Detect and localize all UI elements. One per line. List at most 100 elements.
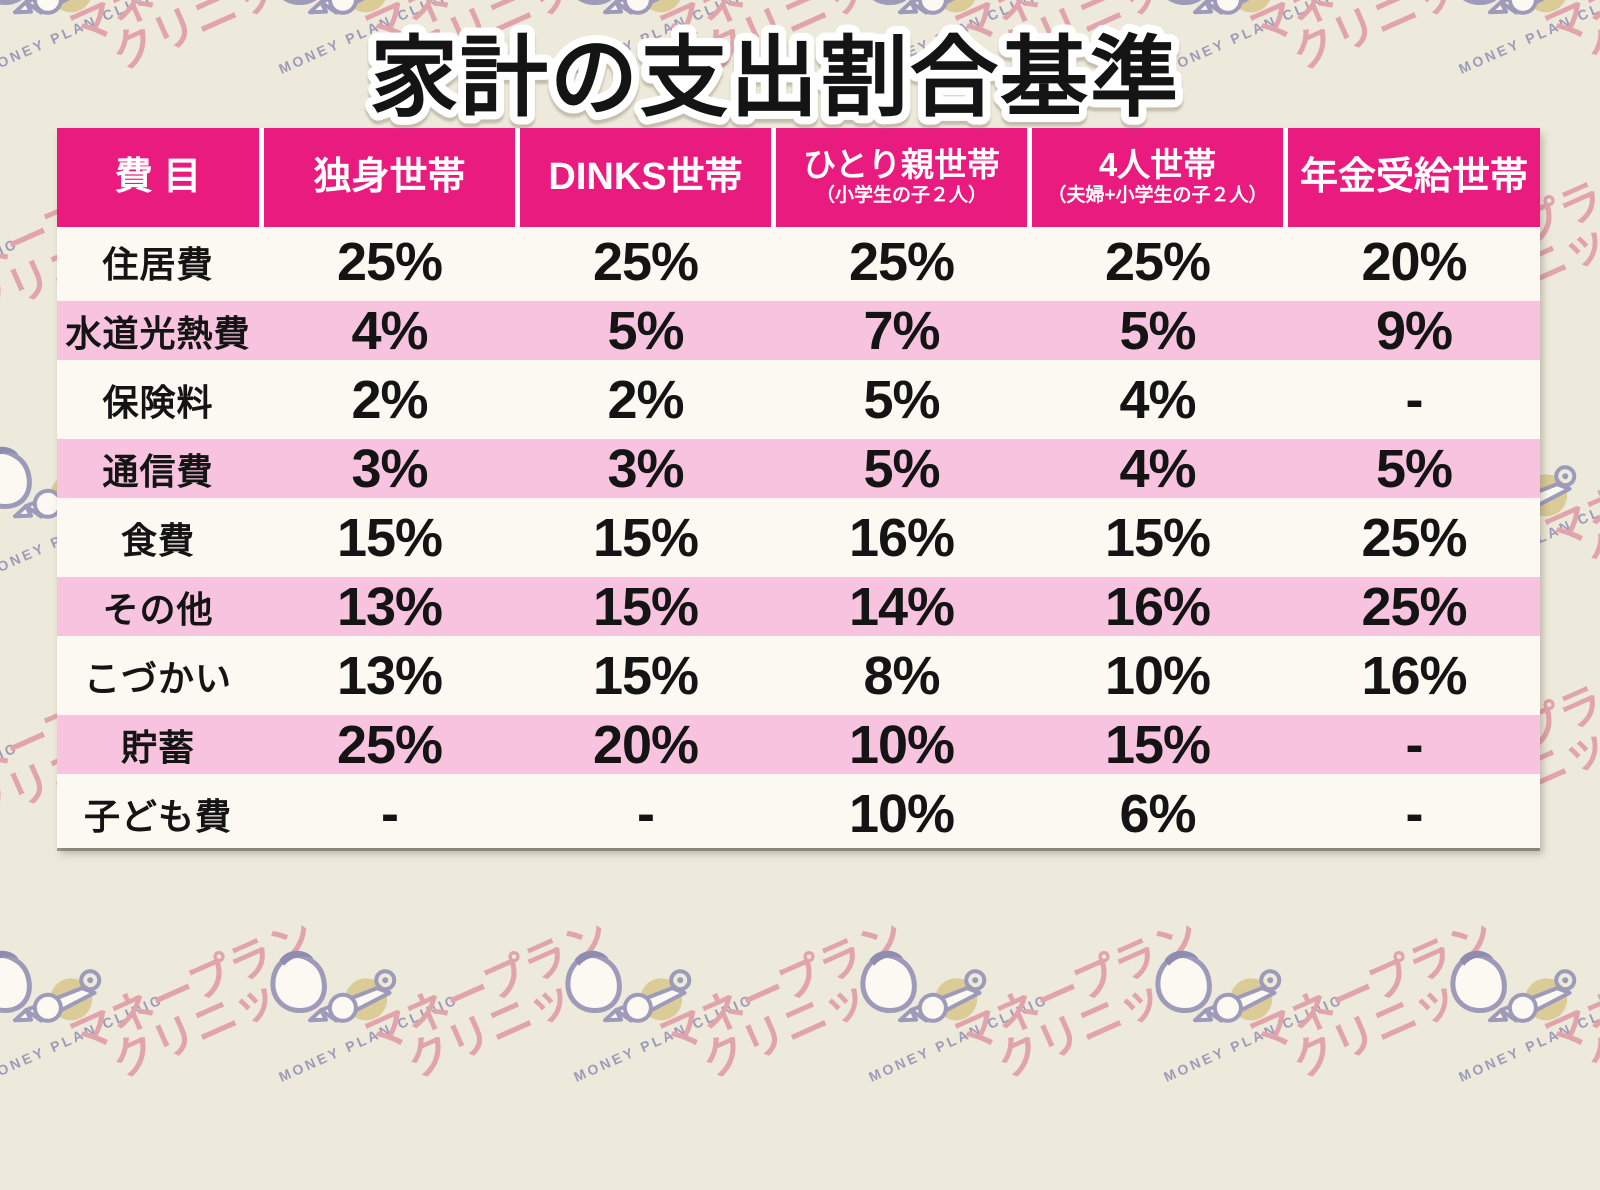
table-row-0: 住居費 25% 25% 25% 25% 20%: [57, 227, 1540, 296]
value-cell: 25%: [592, 231, 699, 292]
row-label: 住居費: [102, 243, 214, 285]
watermark-brand-jp-line1: マネープラン: [62, 911, 322, 1063]
watermark-brand-jp-line2: クリニック: [1579, 954, 1600, 1089]
value-cell: 16%: [1361, 645, 1467, 706]
value-cell: 16%: [1104, 576, 1211, 637]
value-cell: 5%: [863, 438, 940, 499]
money-plan-clinic-mascot-icon: [1450, 950, 1577, 1023]
column-header-main: DINKS世帯: [548, 155, 743, 198]
table-row-3: 通信費 3% 3% 5% 4% 5%: [57, 434, 1540, 503]
value-cell: 5%: [1375, 438, 1453, 499]
row-label: 水道光熱費: [65, 312, 251, 354]
value-cell: 2%: [607, 369, 684, 430]
watermark-brand-jp-line2: クリニック: [694, 954, 916, 1089]
watermark-brand-en: MONEY PLAN CLINIC: [0, 739, 21, 833]
watermark-brand-jp: マネープラン クリニック: [1538, 408, 1600, 592]
value-cell: 3%: [351, 438, 428, 499]
value-cell: 5%: [1119, 300, 1196, 361]
table-row-6: こづかい 13% 15% 8% 10% 16%: [57, 641, 1540, 710]
watermark-brand-en: MONEY PLAN CLINIC: [276, 991, 461, 1085]
value-cell: 4%: [1119, 369, 1196, 430]
value-cell: 3%: [607, 438, 684, 499]
table-row-7: 貯蓄 25% 20% 10% 15% -: [57, 710, 1540, 779]
watermark-brand-en: MONEY PLAN CLINIC: [571, 991, 756, 1085]
watermark-brand-en: MONEY PLAN CLINIC: [866, 991, 1051, 1085]
money-plan-clinic-mascot-icon: [565, 950, 692, 1023]
value-cell: 20%: [1361, 231, 1467, 292]
row-label: その他: [102, 588, 214, 630]
value-cell: 25%: [848, 231, 955, 292]
watermark-brand-jp-line1: マネープラン: [652, 911, 912, 1063]
coin-icon: [935, 978, 978, 1021]
watermark-tile: MONEY PLAN CLINIC マネープラン クリニック: [1595, 182, 1600, 434]
watermark-tile: MONEY PLAN CLINIC マネープラン クリニック: [265, 912, 621, 1190]
value-cell: 2%: [351, 369, 428, 430]
watermark-tile: MONEY PLAN CLINIC マネープラン クリニック: [1445, 912, 1600, 1190]
table-row-4: 食費 15% 15% 16% 15% 25%: [57, 503, 1540, 572]
value-cell: 15%: [1104, 714, 1211, 775]
money-plan-clinic-mascot-icon: [1590, 174, 1600, 293]
watermark-brand-en: MONEY PLAN CLINIC: [1456, 991, 1600, 1085]
watermark-brand-jp-line2: クリニック: [399, 954, 621, 1089]
row-label: 保険料: [102, 381, 214, 423]
watermark-brand-jp-line1: マネープラン: [1242, 911, 1502, 1063]
value-cell: 6%: [1119, 783, 1196, 844]
watermark-tile: MONEY PLAN CLINIC マネープラン クリニック: [560, 912, 916, 1190]
table-body: 住居費 25% 25% 25% 25% 20% 水道光熱費 4% 5% 7% 5% 9% 保険料 2% 2%…: [57, 227, 1540, 848]
value-cell: 15%: [592, 576, 699, 637]
value-cell: 25%: [1361, 507, 1467, 568]
row-label: 通信費: [102, 450, 214, 492]
column-header-main: ひとり親世帯: [802, 146, 1000, 184]
money-plan-clinic-mascot-icon: [860, 950, 987, 1023]
watermark-brand-jp: マネープラン クリニック: [358, 912, 632, 1096]
column-header-3: ひとり親世帯 （小学生の子２人）: [776, 128, 1027, 227]
row-label: こづかい: [83, 657, 232, 699]
watermark-brand-jp: マネープラン クリニック: [948, 912, 1222, 1096]
value-cell: 16%: [848, 507, 955, 568]
value-cell: 25%: [1104, 231, 1211, 292]
coin-icon: [345, 978, 388, 1021]
value-cell: -: [637, 783, 655, 844]
value-cell: 10%: [848, 714, 955, 775]
value-cell: 14%: [848, 576, 955, 637]
watermark-brand-jp-line2: クリニック: [104, 954, 326, 1089]
column-header-main: 年金受給世帯: [1299, 155, 1528, 198]
value-cell: 13%: [336, 645, 443, 706]
watermark-brand-en: MONEY PLAN CLINIC: [0, 235, 21, 329]
value-cell: 25%: [1361, 576, 1467, 637]
row-label: 食費: [120, 519, 195, 561]
table-header-row: 費 目 独身世帯 DINKS世帯 ひとり親世帯 （小学生の子２人） 4人世帯 （夫婦+小学生…: [57, 128, 1540, 227]
value-cell: 15%: [592, 507, 699, 568]
watermark-brand-jp-line2: クリニック: [989, 954, 1211, 1089]
watermark-tile: MONEY PLAN CLINIC マネープラン クリニック: [0, 912, 326, 1190]
row-label: 子ども費: [83, 795, 232, 837]
watermark-brand-jp: マネープラン クリニック: [653, 912, 927, 1096]
table-row-8: 子ども費 - - 10% 6% -: [57, 779, 1540, 848]
watermark-brand-jp: マネープラン クリニック: [1538, 912, 1600, 1096]
column-header-4: 4人世帯 （夫婦+小学生の子２人）: [1032, 128, 1283, 227]
coin-icon: [50, 978, 93, 1021]
value-cell: 15%: [1104, 507, 1211, 568]
page-title-text: 家計の支出割合基準: [370, 28, 1180, 127]
watermark-brand-en: MONEY PLAN CLINIC: [0, 991, 166, 1085]
watermark-brand-jp-line2: クリニック: [1284, 954, 1506, 1089]
value-cell: 7%: [863, 300, 940, 361]
coin-icon: [640, 978, 683, 1021]
value-cell: -: [1405, 714, 1424, 775]
value-cell: 10%: [1104, 645, 1211, 706]
value-cell: 25%: [336, 231, 443, 292]
value-cell: 4%: [351, 300, 428, 361]
column-header-1: 独身世帯: [264, 128, 515, 227]
value-cell: 9%: [1375, 300, 1453, 361]
watermark-brand-jp-line1: マネープラン: [1537, 911, 1600, 1063]
page-title: 家計の支出割合基準: [362, 20, 1186, 135]
column-header-main: 費 目: [114, 155, 202, 198]
expense-ratio-table: 費 目 独身世帯 DINKS世帯 ひとり親世帯 （小学生の子２人） 4人世帯 （夫婦+小学生…: [57, 128, 1540, 848]
coin-icon: [1525, 978, 1568, 1021]
column-header-sub: （夫婦+小学生の子２人）: [1047, 184, 1268, 206]
column-header-5: 年金受給世帯: [1288, 128, 1540, 227]
table-row-5: その他 13% 15% 14% 16% 25%: [57, 572, 1540, 641]
value-cell: 5%: [607, 300, 684, 361]
watermark-brand-jp: マネープラン クリニック: [63, 912, 337, 1096]
table-row-2: 保険料 2% 2% 5% 4% -: [57, 365, 1540, 434]
